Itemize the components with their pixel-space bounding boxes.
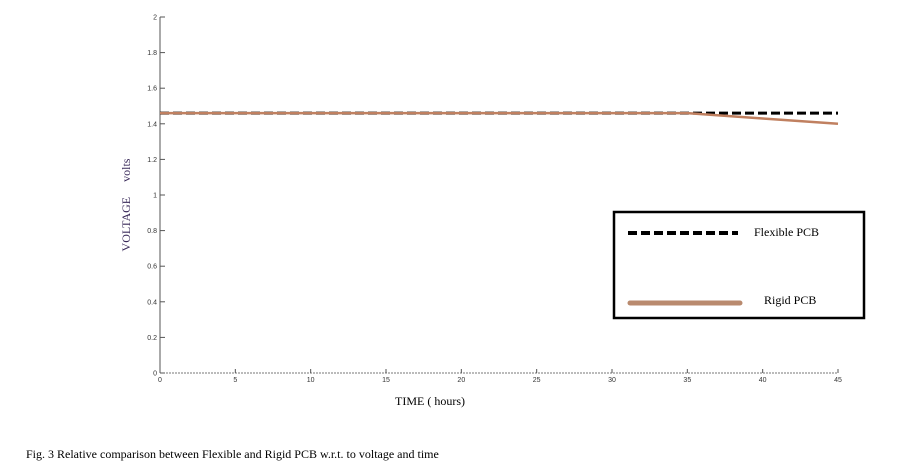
x-tick-label: 30 [608, 377, 616, 384]
x-tick-label: 15 [382, 377, 390, 384]
y-tick-label: 1.4 [147, 121, 157, 128]
x-tick-label: 35 [683, 377, 691, 384]
series-group [160, 111, 839, 126]
legend-box [612, 210, 866, 320]
y-tick-label: 2 [153, 15, 157, 22]
series-line-rigid-pcb [160, 111, 839, 126]
legend: Flexible PCB Rigid PCB [612, 210, 866, 320]
y-tick-label: 1.6 [147, 86, 157, 93]
y-tick-label: 1 [153, 193, 157, 200]
y-tick-label: 0.6 [147, 264, 157, 271]
y-tick-label: 0.2 [147, 335, 157, 342]
x-tick-label: 0 [158, 377, 162, 384]
x-axis-label: TIME ( hours) [395, 394, 465, 408]
y-axis-label: VOLTAGE volts [119, 158, 133, 251]
x-tick-label: 45 [834, 377, 842, 384]
x-tick-label: 40 [759, 377, 767, 384]
x-tick-label: 10 [307, 377, 315, 384]
figure-caption: Fig. 3 Relative comparison between Flexi… [26, 447, 439, 461]
legend-label-flexible: Flexible PCB [754, 225, 819, 239]
y-tick-label: 0 [153, 371, 157, 378]
y-tick-label: 1.8 [147, 50, 157, 57]
x-tick-label: 20 [457, 377, 465, 384]
x-tick-label: 25 [533, 377, 541, 384]
y-tick-label: 1.2 [147, 157, 157, 164]
y-tick-label: 0.8 [147, 228, 157, 235]
legend-label-rigid: Rigid PCB [764, 293, 816, 307]
x-tick-label: 5 [233, 377, 237, 384]
y-tick-label: 0.4 [147, 299, 157, 306]
axes: 00.20.40.60.811.21.41.61.820 5 10 15 20 25 30 3… [147, 15, 842, 385]
